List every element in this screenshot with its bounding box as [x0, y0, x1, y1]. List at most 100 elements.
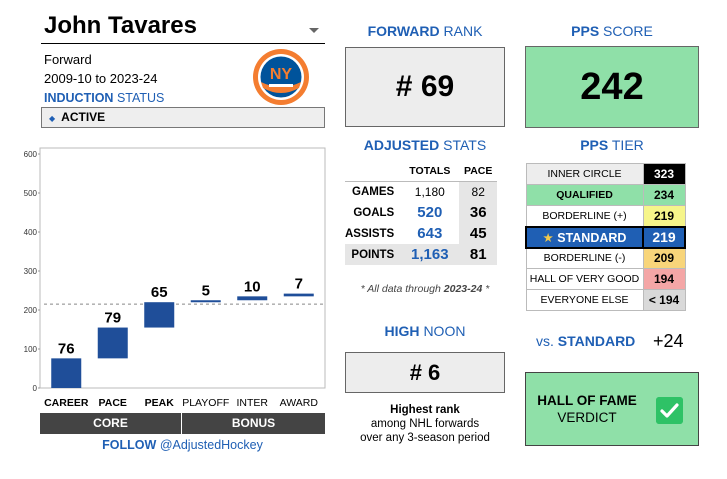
tier-label: BORDERLINE (-) [525, 247, 644, 269]
stats-total: 1,163 [400, 244, 460, 265]
category-label-inter: INTER [237, 397, 269, 409]
diamond-icon: ◆ [49, 114, 56, 123]
tier-row: BORDERLINE (-) 209 [525, 247, 686, 269]
bar-playoff [190, 300, 221, 303]
adjusted-stats-title-normal: STATS [443, 137, 487, 153]
data-note-suffix: * [485, 283, 490, 295]
tier-label: ★ STANDARD [525, 225, 644, 249]
tier-label: QUALIFIED [525, 184, 644, 206]
tier-label: HALL OF VERY GOOD [525, 268, 644, 290]
y-tick-label: 0 [33, 384, 38, 393]
high-noon-caption: Highest rank among NHL forwards over any… [345, 403, 505, 445]
stats-pace: 82 [459, 180, 497, 202]
value-label-peak: 65 [151, 284, 168, 301]
player-dropdown-arrow-icon[interactable] [309, 28, 319, 33]
high-noon-title-normal: NOON [423, 323, 466, 339]
status-box: ◆ ACTIVE [41, 107, 325, 128]
induction-status-heading: INDUCTION STATUS [44, 91, 164, 105]
data-note: * All data through 2023-24 * [345, 283, 505, 295]
forward-rank-value: # 69 [345, 47, 505, 127]
data-note-season: 2023-24 [443, 283, 483, 295]
stats-label: ASSISTS [345, 227, 395, 240]
bonus-group-label: BONUS [182, 413, 325, 434]
vs-standard-label: vs. STANDARD [536, 333, 635, 349]
category-label-award: AWARD [280, 397, 319, 409]
chart-value-labels: 76 79 65 5 10 7 [58, 276, 303, 358]
stats-header-pace: PACE [459, 162, 497, 182]
category-label-career: CAREER [44, 397, 89, 409]
stats-row-games: GAMES 1,180 82 [345, 180, 497, 202]
stats-total: 643 [417, 225, 443, 242]
chart-bars [51, 293, 314, 388]
stats-total: 1,180 [400, 180, 460, 202]
verdict-title: HALL OF FAME [537, 393, 637, 408]
y-tick-label: 100 [24, 345, 38, 354]
adjusted-stats-title-bold: ADJUSTED [363, 137, 440, 153]
bar-career [51, 358, 82, 388]
tier-row: EVERYONE ELSE < 194 [525, 289, 686, 311]
plot-frame [39, 147, 326, 389]
tier-value: 234 [642, 184, 686, 206]
y-tick-label: 300 [24, 267, 38, 276]
tier-row: INNER CIRCLE 323 [525, 163, 686, 185]
status-label: STATUS [116, 91, 165, 105]
high-noon-title: HIGH NOON [345, 323, 505, 339]
stats-total: 520 [417, 204, 443, 221]
value-label-playoff: 5 [202, 282, 210, 299]
follow-link[interactable]: FOLLOW @AdjustedHockey [40, 438, 325, 452]
tier-row: QUALIFIED 234 [525, 184, 686, 206]
pps-score-title-normal: SCORE [603, 23, 653, 39]
islanders-logo: NY [253, 49, 309, 105]
tier-value: 219 [642, 225, 686, 249]
pps-tier-title: PPS TIER [525, 137, 699, 153]
category-label-pace: PACE [99, 397, 127, 409]
value-label-career: 76 [58, 340, 75, 357]
vs-standard-value: +24 [653, 331, 684, 351]
value-label-pace: 79 [104, 310, 121, 327]
pps-tier-title-normal: TIER [611, 137, 644, 153]
tier-row: BORDERLINE (+) 219 [525, 205, 686, 227]
check-icon [656, 397, 683, 424]
follow-handle[interactable]: @AdjustedHockey [159, 438, 263, 452]
status-value: ACTIVE [61, 110, 106, 124]
stats-label: GAMES [345, 180, 401, 202]
high-noon-caption-1: Highest rank [390, 404, 460, 416]
high-noon-caption-3: over any 3-season period [360, 432, 490, 444]
adjusted-stats-table: TOTALS PACE GAMES 1,180 82 GOALS 520 36 … [345, 162, 497, 265]
star-icon: ★ [542, 230, 558, 245]
vs-tier-name: STANDARD [557, 333, 636, 349]
pps-score-value: 242 [525, 46, 699, 128]
category-label-playoff: PLAYOFF [182, 397, 229, 409]
name-divider [41, 43, 325, 44]
pps-waterfall-chart: 0 100 200 300 400 500 600 76 79 65 5 10 7 CAREER PAC… [24, 147, 326, 409]
tier-row: HALL OF VERY GOOD 194 [525, 268, 686, 290]
high-noon-value: # 6 [345, 352, 505, 393]
player-position: Forward [44, 52, 92, 67]
tier-value: 194 [642, 268, 686, 290]
high-noon-title-bold: HIGH [384, 323, 420, 339]
tier-row: ★ STANDARD 219 [525, 225, 686, 249]
hall-of-fame-verdict: HALL OF FAME VERDICT [525, 372, 699, 446]
player-name[interactable]: John Tavares [44, 12, 197, 39]
y-tick-label: 500 [24, 189, 38, 198]
category-label-peak: PEAK [145, 397, 175, 409]
verdict-subtitle: VERDICT [557, 410, 617, 425]
tier-label: INNER CIRCLE [525, 163, 644, 185]
adjusted-stats-title: ADJUSTED STATS [345, 137, 505, 153]
high-noon-caption-2: among NHL forwards [370, 418, 480, 430]
stats-row-goals: GOALS 520 36 [345, 202, 497, 223]
svg-text:NY: NY [270, 66, 293, 83]
tier-label: BORDERLINE (+) [525, 205, 644, 227]
y-tick-label: 200 [24, 306, 38, 315]
tier-value: 323 [642, 163, 686, 185]
pps-score-title: PPS SCORE [525, 23, 699, 39]
chart-category-labels: CAREER PACE PEAK PLAYOFF INTER AWARD [44, 397, 318, 409]
stats-label: GOALS [353, 206, 395, 219]
tier-value: 209 [642, 247, 686, 269]
induction-label: INDUCTION [44, 91, 114, 105]
tier-label-text: STANDARD [557, 230, 627, 245]
bar-pace [97, 327, 128, 359]
forward-rank-title-bold: FORWARD [367, 23, 440, 39]
stats-pace: 81 [459, 244, 497, 265]
stats-pace: 45 [459, 223, 497, 244]
